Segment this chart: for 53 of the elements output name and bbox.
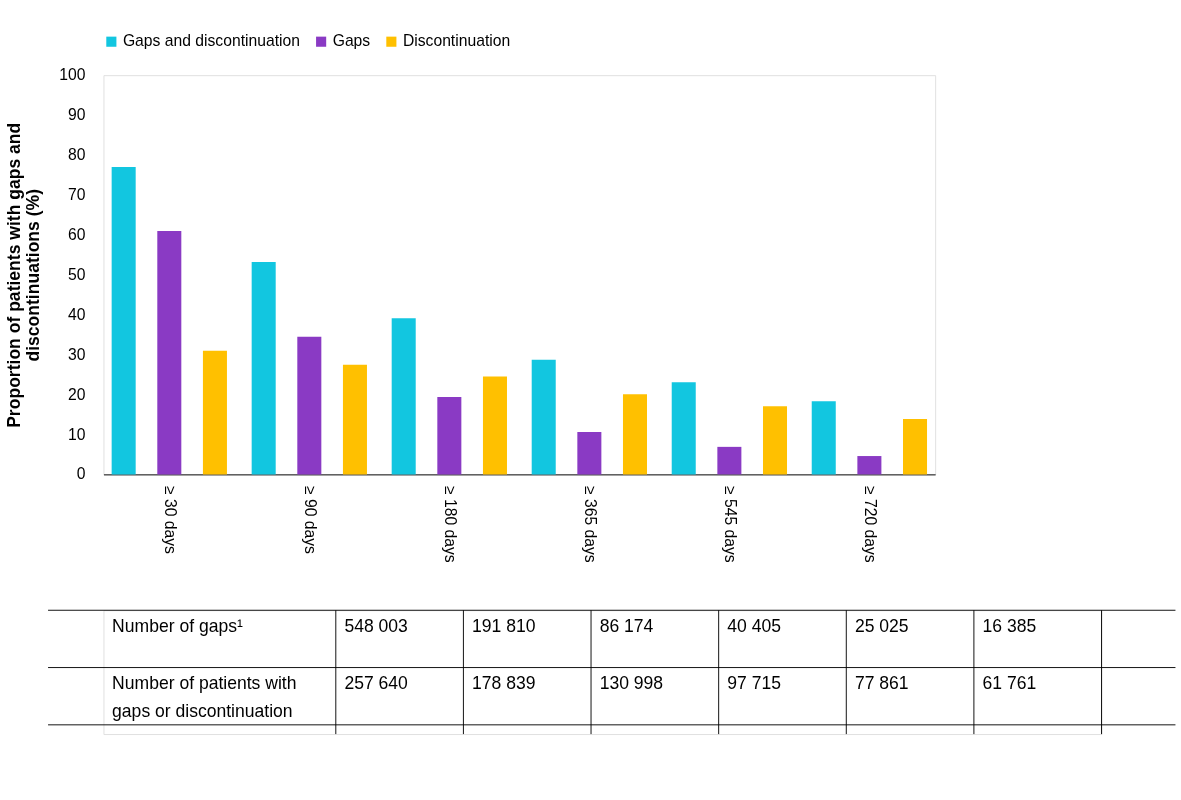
y-tick-label: 40: [68, 305, 86, 323]
y-tick-label: 50: [68, 265, 86, 283]
x-tick-label: ≥ 365 days: [581, 485, 599, 563]
y-tick-label: 60: [68, 225, 86, 243]
text: 257 640: [344, 672, 409, 693]
bar: [762, 406, 788, 475]
bar: [251, 262, 276, 475]
y-axis-title: Proportion of patients with gaps and discontinuations (%): [3, 122, 43, 428]
text: 61 761: [982, 672, 1037, 693]
x-tick-label: ≥ 90 days: [301, 485, 319, 555]
bar: [857, 456, 882, 475]
y-tick-label: 0: [76, 465, 86, 483]
bar: [157, 230, 182, 475]
bar: [297, 336, 322, 475]
x-tick-label: ≥ 545 days: [721, 485, 739, 563]
y-tick-label: 80: [68, 146, 86, 164]
text: Number of gaps¹: [112, 615, 243, 636]
y-tick-label: 30: [68, 345, 86, 363]
text: 191 810: [472, 615, 536, 636]
bar: [111, 167, 136, 475]
legend-label: Gaps and discontinuation: [122, 32, 300, 50]
bar: [811, 401, 836, 475]
bar: [577, 432, 602, 475]
text: 25 025: [854, 615, 909, 636]
y-tick-label: 90: [68, 106, 86, 124]
legend-label: Discontinuation: [402, 32, 511, 50]
text: 86 174: [599, 615, 654, 636]
text: 178 839: [472, 672, 536, 693]
x-tick-label: ≥ 30 days: [161, 485, 179, 555]
y-tick-label: 70: [68, 186, 86, 204]
y-tick-label: 100: [59, 66, 86, 84]
bar: [717, 446, 742, 475]
bar: [202, 350, 227, 475]
text: 16 385: [982, 615, 1037, 636]
y-tick-label: 20: [68, 385, 86, 403]
bar: [437, 396, 462, 475]
bar: [671, 382, 696, 475]
x-tick-label: ≥ 720 days: [861, 485, 879, 563]
bar: [531, 359, 556, 475]
bar: [482, 376, 507, 475]
x-tick-label: ≥ 180 days: [441, 485, 459, 563]
text: 97 715: [727, 672, 782, 693]
text: 130 998: [599, 672, 664, 693]
text: 77 861: [854, 672, 909, 693]
bar: [903, 418, 928, 475]
text: Number of patients with gaps or discontinuation: [112, 672, 297, 721]
legend-label: Gaps: [332, 32, 371, 50]
bar: [391, 318, 416, 475]
bar: [622, 394, 647, 475]
text: 40 405: [727, 615, 782, 636]
y-tick-label: 10: [68, 425, 86, 443]
bar: [342, 364, 367, 475]
text: 548 003: [344, 615, 408, 636]
